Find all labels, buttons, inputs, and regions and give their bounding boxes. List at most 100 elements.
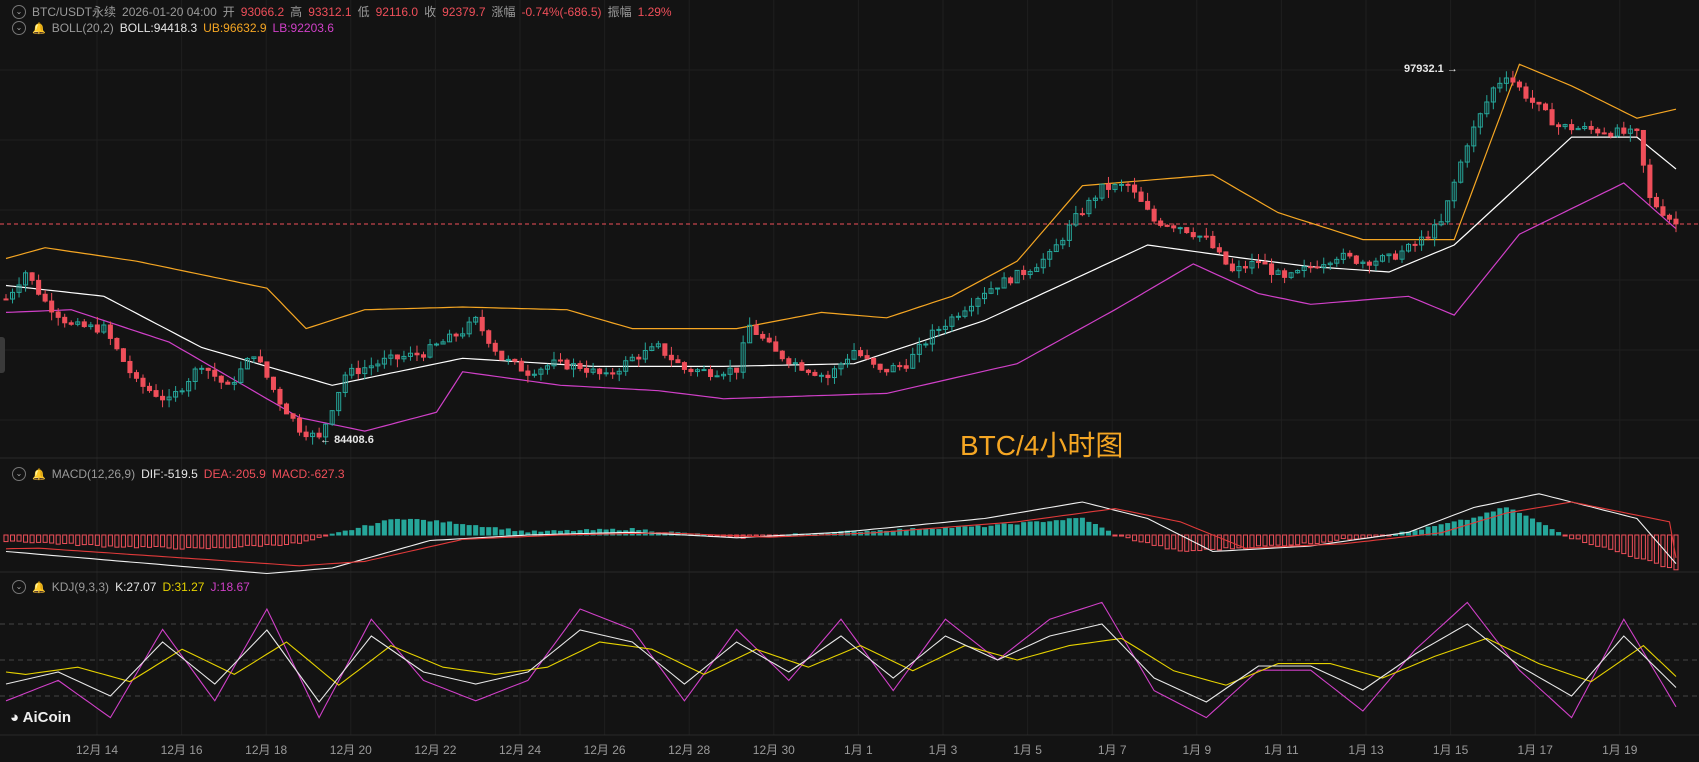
boll-lower-line xyxy=(5,182,1677,432)
candle-body xyxy=(766,337,772,343)
macd-histogram-bar xyxy=(1412,530,1418,536)
candle-body xyxy=(1392,253,1399,260)
candle-body xyxy=(486,330,492,344)
macd-histogram-bar xyxy=(434,520,440,536)
collapse-icon[interactable]: ⌄ xyxy=(12,467,26,481)
macd-histogram-bar xyxy=(1047,521,1053,536)
macd-histogram-bar xyxy=(1275,534,1281,546)
macd-histogram-bar xyxy=(995,524,1001,536)
macd-histogram-bar xyxy=(1099,527,1105,536)
macd-histogram-bar xyxy=(199,534,205,549)
candle-body xyxy=(531,373,537,376)
macd-histogram-bar xyxy=(283,534,290,546)
x-tick-label: 1月 1 xyxy=(844,743,873,757)
candle-body xyxy=(1034,267,1040,273)
x-tick-label: 1月 5 xyxy=(1013,743,1042,757)
candle-body xyxy=(877,363,883,370)
candle-body xyxy=(1353,255,1359,264)
candle-body xyxy=(1282,270,1288,278)
candle-body xyxy=(1027,271,1033,276)
candle-body xyxy=(858,350,864,357)
candle-body xyxy=(760,333,766,339)
macd-histogram-bar xyxy=(1321,534,1327,543)
macd-histogram-bar xyxy=(975,525,981,536)
macd-histogram-bar xyxy=(368,525,374,536)
candle-body xyxy=(721,373,727,377)
macd-histogram-bar xyxy=(381,520,387,536)
candle-body xyxy=(890,365,896,373)
candle-body xyxy=(1425,236,1431,239)
candle-body xyxy=(1132,184,1138,193)
macd-histogram-bar xyxy=(290,534,296,544)
macd-histogram-bar xyxy=(212,534,218,548)
candle-body xyxy=(1660,206,1666,216)
candle-body xyxy=(303,431,309,438)
change-label: 涨幅 xyxy=(491,5,516,19)
candle-body xyxy=(955,315,961,318)
macd-histogram-bar xyxy=(407,518,413,536)
macd-histogram-bar xyxy=(936,529,942,536)
macd-histogram-bar xyxy=(23,534,29,543)
open-label: 开 xyxy=(222,5,235,19)
macd-histogram-bar xyxy=(1151,534,1157,546)
macd-histogram-bar xyxy=(910,528,916,536)
macd-histogram-bar xyxy=(440,522,446,536)
macd-histogram-bar xyxy=(427,521,433,536)
macd-histogram-bar xyxy=(316,534,322,538)
macd-histogram-bar xyxy=(1021,522,1027,536)
candle-body xyxy=(544,365,550,370)
candle-body xyxy=(212,369,218,377)
macd-histogram-bar xyxy=(362,525,368,536)
candle-body xyxy=(681,362,687,370)
candle-body xyxy=(401,355,407,360)
candle-body xyxy=(753,324,759,335)
candle-body xyxy=(995,287,1001,290)
macd-histogram-bar xyxy=(505,528,511,536)
macd-histogram-bar xyxy=(68,534,74,544)
candle-body xyxy=(1197,235,1203,238)
macd-histogram-bar xyxy=(1040,522,1046,536)
candle-body xyxy=(1301,266,1307,271)
macd-histogram-bar xyxy=(897,528,903,536)
macd-histogram-bar xyxy=(349,530,355,536)
candle-body xyxy=(290,413,296,419)
collapse-icon[interactable]: ⌄ xyxy=(12,4,26,19)
bell-icon[interactable]: 🔔 xyxy=(32,22,46,35)
macd-histogram-bar xyxy=(166,534,172,549)
bell-icon[interactable]: 🔔 xyxy=(32,468,46,481)
macd-histogram-bar xyxy=(1053,520,1059,536)
x-tick-label: 1月 17 xyxy=(1517,743,1553,757)
macd-histogram-bar xyxy=(179,534,185,550)
candle-body xyxy=(1464,145,1470,163)
side-panel-handle[interactable] xyxy=(0,337,5,373)
macd-histogram-bar xyxy=(133,534,139,549)
collapse-icon[interactable]: ⌄ xyxy=(12,580,26,594)
candle-body xyxy=(336,391,342,412)
macd-histogram-bar xyxy=(55,534,61,545)
macd-histogram-bar xyxy=(1027,521,1033,536)
aicoin-logo: ◕ AiCoin xyxy=(10,709,71,726)
candle-body xyxy=(160,395,166,401)
macd-histogram-bar xyxy=(1060,520,1066,536)
macd-histogram-bar xyxy=(968,526,974,536)
candle-body xyxy=(23,272,29,286)
macd-histogram-bar xyxy=(1543,525,1549,536)
amp-value: 1.29% xyxy=(637,4,672,19)
candle-body xyxy=(3,298,9,301)
collapse-icon[interactable]: ⌄ xyxy=(12,21,26,35)
candle-body xyxy=(1105,183,1111,190)
candle-body xyxy=(1053,244,1059,253)
macd-histogram-bar xyxy=(388,519,394,536)
candle-body xyxy=(662,343,668,356)
candle-body xyxy=(36,279,42,295)
candle-body xyxy=(1666,214,1672,220)
bell-icon[interactable]: 🔔 xyxy=(32,581,46,594)
candle-body xyxy=(1066,224,1072,241)
chart-watermark: BTC/4小时图 xyxy=(960,430,1124,461)
macd-histogram-bar xyxy=(36,534,42,543)
candle-body xyxy=(297,417,303,433)
macd-histogram-bar xyxy=(16,534,22,542)
candle-body xyxy=(1112,184,1118,190)
candle-body xyxy=(479,316,485,332)
